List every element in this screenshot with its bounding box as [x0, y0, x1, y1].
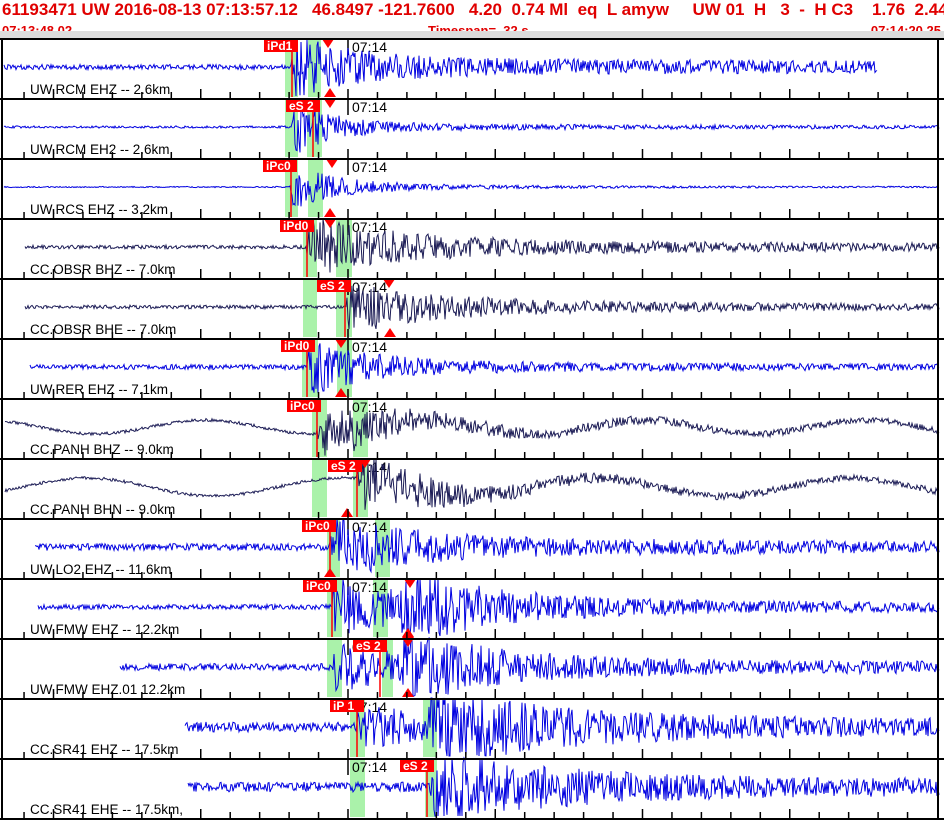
phase-window-band: [312, 459, 327, 517]
trace-row-10[interactable]: 07:14 iPc0 UW.FMW EHZ -- 12.2km: [30, 577, 940, 637]
station-label: UW.RCM EH2 -- 2.6km: [30, 142, 170, 157]
arrival-marker-down: [324, 219, 336, 228]
arrival-marker-down: [359, 459, 371, 468]
minute-label: 07:14: [352, 759, 387, 775]
arrival-marker-down: [383, 279, 395, 288]
station-label: UW.LO2 EHZ -- 11.6km: [30, 562, 172, 577]
event-summary-line: 61193471 UW 2016-08-13 07:13:57.12 46.84…: [2, 0, 944, 19]
pick-label-box[interactable]: [281, 339, 315, 352]
phase-window-band: [382, 639, 393, 697]
seismogram-trace[interactable]: [4, 457, 940, 510]
seismogram-trace[interactable]: [3, 37, 878, 97]
pick-phase-label: iPc0: [266, 159, 291, 173]
pick-phase-label: iPc0: [290, 399, 315, 413]
seismogram-trace[interactable]: [24, 285, 940, 330]
pick-phase-label: iP 1: [333, 699, 354, 713]
pick-label-box[interactable]: [330, 699, 364, 712]
trace-row-2[interactable]: 07:14 eS 2 UW.RCM EH2 -- 2.6km: [3, 98, 940, 157]
minute-label: 07:14: [352, 219, 387, 235]
arrival-marker-up: [341, 508, 353, 517]
arrival-marker-up: [324, 88, 336, 97]
seismogram-trace[interactable]: [4, 408, 940, 456]
minute-label: 07:14: [352, 99, 387, 115]
station-label: UW.FMW EHZ -- 12.2km: [30, 622, 179, 637]
phase-window-band: [353, 399, 368, 457]
station-label: CC.SR41 EHZ -- 17.5km: [30, 742, 179, 757]
seismogram-plot[interactable]: 07:14 iPd1 UW.RCM EHZ -- 2.6km 07:14 eS 2 UW.…: [0, 29, 944, 820]
pick-label-box[interactable]: [353, 639, 387, 652]
phase-window-band: [303, 279, 317, 337]
arrival-marker-down: [404, 579, 416, 588]
trace-row-7[interactable]: 07:14 iPc0 CC.PANH BHZ -- 9.0km: [4, 398, 940, 457]
seismogram-trace[interactable]: [3, 106, 940, 153]
phase-window-band: [350, 759, 365, 817]
header-divider-strip: [0, 31, 944, 38]
pick-phase-label: iPd0: [284, 339, 310, 353]
pick-label-box[interactable]: [263, 159, 297, 172]
trace-row-1[interactable]: 07:14 iPd1 UW.RCM EHZ -- 2.6km: [3, 37, 878, 97]
pick-label-box[interactable]: [286, 99, 320, 112]
trace-row-3[interactable]: 07:14 iPc0 UW.RCS EHZ -- 3.2km: [3, 158, 940, 217]
minute-label: 07:14: [352, 339, 387, 355]
seismogram-trace[interactable]: [119, 636, 940, 697]
minute-label: 07:14: [352, 519, 387, 535]
trace-row-13[interactable]: 07:14 eS 2 CC.SR41 EHE -- 17.5km,: [30, 756, 940, 817]
station-label: CC.PANH BHN -- 9.0km: [30, 502, 175, 517]
seismogram-trace[interactable]: [184, 697, 940, 757]
arrival-marker-down: [324, 99, 336, 108]
station-label: CC.SR41 EHE -- 17.5km,: [30, 802, 183, 817]
station-label: CC.OBSR BHZ -- 7.0km: [30, 262, 176, 277]
pick-label-box[interactable]: [317, 279, 351, 292]
pick-label-box[interactable]: [400, 759, 434, 772]
station-label: UW.RCS EHZ -- 3.2km: [30, 202, 168, 217]
seismogram-trace[interactable]: [3, 172, 940, 207]
minute-label: 07:14: [352, 159, 387, 175]
station-label: UW.RER EHZ -- 7.1km: [30, 382, 168, 397]
pick-label-box[interactable]: [328, 459, 362, 472]
seismogram-trace[interactable]: [24, 217, 940, 273]
arrival-marker-down: [335, 339, 347, 348]
pick-label-box[interactable]: [302, 519, 336, 532]
seismogram-trace[interactable]: [187, 756, 940, 817]
pick-phase-label: iPd1: [267, 39, 293, 53]
trace-row-6[interactable]: 07:14 iPd0 UW.RER EHZ -- 7.1km: [29, 338, 940, 397]
pick-label-box[interactable]: [287, 399, 321, 412]
phase-window-band: [373, 579, 388, 637]
arrival-marker-down: [326, 159, 338, 168]
pick-label-box[interactable]: [264, 39, 298, 52]
pick-phase-label: iPd0: [283, 219, 309, 233]
seismogram-trace[interactable]: [29, 343, 940, 394]
arrival-marker-up: [324, 208, 336, 217]
station-label: CC.OBSR BHE -- 7.0km: [30, 322, 176, 337]
trace-row-4[interactable]: 07:14 iPd0 CC.OBSR BHZ -- 7.0km: [24, 217, 940, 277]
pick-phase-label: eS 2: [403, 759, 428, 773]
pick-phase-label: eS 2: [331, 459, 356, 473]
minute-label: 07:14: [352, 579, 387, 595]
station-label: CC.PANH BHZ -- 9.0km: [30, 442, 174, 457]
arrival-marker-up: [384, 328, 396, 337]
arrival-marker-down: [322, 39, 334, 48]
pick-phase-label: eS 2: [289, 99, 314, 113]
pick-phase-label: eS 2: [320, 279, 345, 293]
arrival-marker-up: [324, 568, 336, 577]
seismogram-trace[interactable]: [35, 517, 940, 574]
pick-label-box[interactable]: [303, 579, 337, 592]
station-label: UW.FMW EHZ.01 12.2km: [30, 682, 185, 697]
pick-label-box[interactable]: [280, 219, 314, 232]
arrival-marker-up: [402, 688, 414, 697]
pick-phase-label: eS 2: [356, 639, 381, 653]
minute-label: 07:14: [352, 399, 387, 415]
seismogram-trace[interactable]: [37, 577, 940, 637]
arrival-marker-up: [335, 388, 347, 397]
pick-phase-label: iPc0: [306, 579, 331, 593]
station-label: UW.RCM EHZ -- 2.6km: [30, 82, 170, 97]
seismogram-panel[interactable]: 07:14 iPd1 UW.RCM EHZ -- 2.6km 07:14 eS 2 UW.…: [0, 29, 944, 820]
minute-label: 07:14: [352, 39, 387, 55]
trace-row-9[interactable]: 07:14 iPc0 UW.LO2 EHZ -- 11.6km: [30, 517, 940, 577]
pick-phase-label: iPc0: [305, 519, 330, 533]
